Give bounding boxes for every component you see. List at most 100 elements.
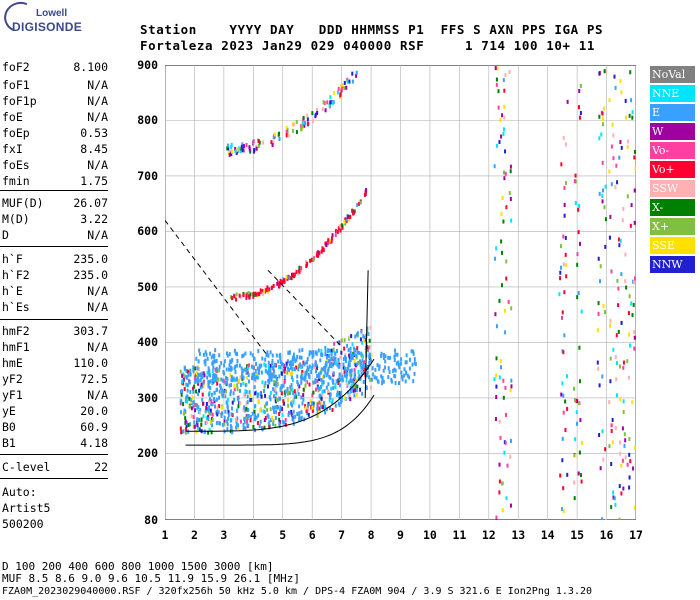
- echo-dot: [239, 419, 242, 424]
- echo-dot: [344, 355, 347, 360]
- echo-dot: [299, 362, 302, 367]
- echo-dot: [384, 359, 387, 364]
- echo-dot: [619, 140, 622, 145]
- echo-dot: [275, 377, 278, 382]
- param-row: M(D) 3.22: [2, 212, 108, 228]
- echo-dot: [598, 383, 601, 388]
- echo-dot: [233, 387, 236, 392]
- echo-dot: [224, 376, 227, 381]
- echo-dot: [343, 338, 346, 343]
- echo-dot: [216, 410, 219, 415]
- echo-dot: [249, 418, 252, 423]
- echo-dot: [381, 378, 384, 383]
- echo-dot: [263, 362, 266, 367]
- echo-dot: [286, 386, 289, 391]
- echo-dot: [318, 250, 321, 255]
- echo-dot: [618, 484, 621, 489]
- echo-dot: [211, 417, 214, 422]
- echo-dot: [328, 396, 331, 401]
- echo-dot: [294, 392, 297, 397]
- echo-dot: [626, 194, 629, 199]
- echo-dot: [194, 402, 197, 407]
- echo-dot: [348, 363, 351, 368]
- echo-dot: [200, 382, 203, 387]
- echo-dot: [207, 366, 210, 371]
- echo-dot: [327, 348, 330, 353]
- echo-dot: [300, 127, 303, 132]
- echo-dot: [197, 426, 200, 431]
- echo-dot: [340, 88, 343, 93]
- echo-dot: [278, 412, 281, 417]
- echo-dot: [236, 147, 239, 152]
- echo-dot: [269, 350, 272, 355]
- echo-dot: [249, 415, 252, 420]
- echo-dot: [564, 235, 567, 240]
- echo-dot: [279, 356, 282, 361]
- echo-dot: [350, 368, 353, 373]
- distance-row: D 100 200 400 600 800 1000 1500 3000 [km…: [2, 560, 274, 573]
- echo-dot: [498, 479, 501, 484]
- echo-dot: [263, 384, 266, 389]
- echo-dot: [617, 329, 620, 334]
- echo-dot: [495, 324, 498, 329]
- echo-dot: [344, 359, 347, 364]
- echo-dot: [244, 426, 247, 431]
- echo-dot: [216, 412, 219, 417]
- echo-dot: [306, 357, 309, 362]
- echo-dot: [271, 358, 274, 363]
- echo-dot: [328, 103, 331, 108]
- echo-dot: [263, 289, 266, 294]
- echo-dot: [192, 400, 195, 405]
- param-row: foEs N/A: [2, 158, 108, 174]
- param-value: 72.5: [80, 372, 108, 386]
- echo-dot: [403, 367, 406, 372]
- echo-dot: [496, 66, 499, 71]
- echo-dot: [213, 359, 216, 364]
- echo-dot: [341, 372, 344, 377]
- param-row: D N/A: [2, 228, 108, 244]
- echo-dot: [349, 372, 352, 377]
- echo-dot: [236, 416, 239, 421]
- echo-dot: [364, 384, 367, 389]
- echo-dot: [332, 362, 335, 367]
- echo-dot: [230, 412, 233, 417]
- echo-dot: [306, 113, 309, 118]
- echo-dot: [370, 377, 373, 382]
- echo-dot: [277, 405, 280, 410]
- y-tick-label: 300: [137, 390, 158, 405]
- echo-dot: [330, 361, 333, 366]
- echo-dot: [224, 394, 227, 399]
- echo-dot: [198, 410, 201, 415]
- echo-dot: [275, 353, 278, 358]
- echo-dot: [230, 425, 233, 430]
- echo-dot: [279, 409, 282, 414]
- echo-dot: [276, 397, 279, 402]
- x-tick-label: 9: [397, 528, 404, 542]
- echo-dot: [224, 380, 227, 385]
- echo-dot: [268, 420, 271, 425]
- echo-dot: [620, 90, 623, 95]
- echo-dot: [271, 416, 274, 421]
- echo-dot: [611, 440, 614, 445]
- echo-dot: [613, 74, 616, 79]
- param-value: N/A: [87, 158, 108, 172]
- echo-dot: [358, 201, 361, 206]
- echo-dot: [336, 90, 339, 95]
- echo-dot: [229, 372, 232, 377]
- echo-dot: [272, 135, 275, 140]
- echo-dot: [401, 374, 404, 379]
- echo-dot: [349, 351, 352, 356]
- echo-dot: [226, 143, 229, 148]
- echo-dot: [565, 263, 568, 268]
- y-tick-label: 700: [137, 168, 158, 183]
- echo-dot: [366, 365, 369, 370]
- echo-dot: [320, 396, 323, 401]
- echo-dot: [335, 379, 338, 384]
- echo-dot: [493, 377, 496, 382]
- echo-dot: [368, 375, 371, 380]
- echo-dot: [192, 404, 195, 409]
- echo-dot: [312, 257, 315, 262]
- echo-dot: [295, 130, 298, 135]
- echo-dot: [263, 425, 266, 430]
- echo-dot: [331, 233, 334, 238]
